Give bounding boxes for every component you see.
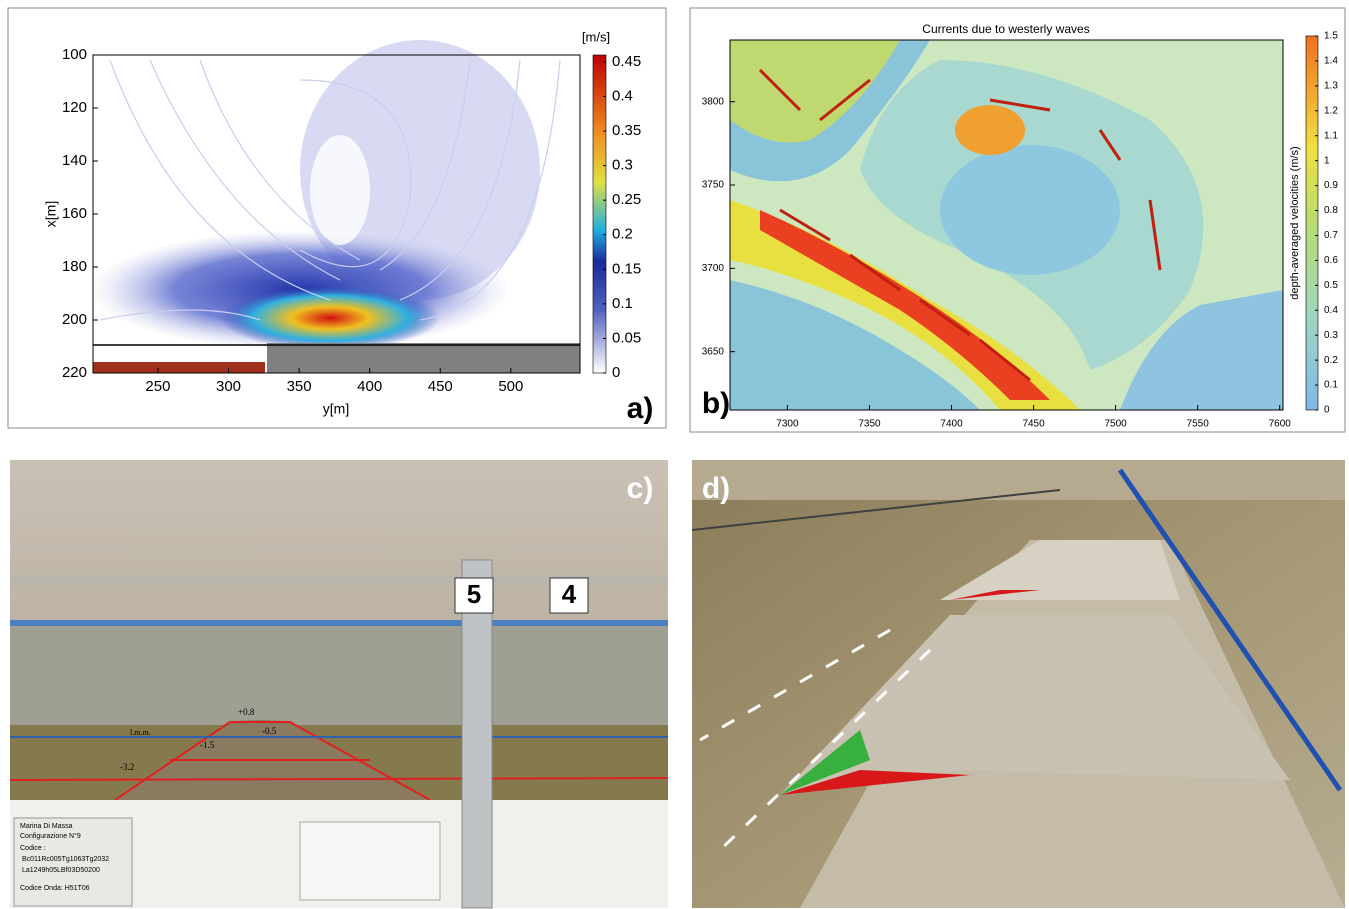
x-axis-label: y[m]	[323, 401, 349, 417]
colorbar-tick-label: 0	[1324, 405, 1330, 416]
card-line: Marina Di Massa	[20, 823, 73, 830]
chart-title: Currents due to westerly waves	[922, 22, 1089, 36]
colorbar-tick-label: 0.3	[1324, 330, 1338, 341]
level-label: +0.8	[238, 707, 255, 717]
x-tick-label: 7300	[776, 419, 799, 430]
level-label: -3.2	[120, 762, 134, 772]
card-line: Configurazione N°9	[20, 832, 81, 840]
x-tick-label: 7400	[940, 419, 963, 430]
colorbar-tick-label: 1.3	[1324, 81, 1338, 92]
colorbar	[592, 54, 607, 374]
colorbar-tick-label: 1	[1324, 155, 1330, 166]
card-line: Bc011Rc005Tg1063Tg2032	[22, 856, 109, 863]
photo-flume	[9, 460, 669, 909]
heatmap	[90, 40, 580, 373]
colorbar-tick-label: 0.1	[1324, 380, 1338, 391]
sign: 5	[467, 579, 481, 609]
colorbar-tick-label: 0.9	[1324, 180, 1338, 191]
y-tick-label: 220	[62, 364, 87, 381]
colorbar-tick-label: 0.4	[1324, 305, 1338, 316]
y-tick-label: 200	[62, 311, 87, 328]
x-tick-label: 350	[287, 378, 312, 395]
x-tick-label: 7600	[1269, 419, 1292, 430]
colorbar-tick-label: 1.4	[1324, 56, 1338, 67]
y-tick-label: 3650	[702, 346, 725, 357]
sign: 4	[562, 579, 577, 609]
card-line: La1249h05LBf03D50200	[22, 867, 100, 874]
y-tick-label: 100	[62, 46, 87, 63]
colorbar-label: depth-averaged velocities (m/s)	[1289, 146, 1301, 299]
x-tick-label: 500	[498, 378, 523, 395]
y-tick-label: 3750	[702, 180, 725, 191]
colorbar-tick-label: 0.8	[1324, 205, 1338, 216]
colorbar-tick-label: 0.35	[612, 122, 641, 139]
x-tick-label: 250	[145, 378, 170, 395]
colorbar-tick-label: 0.4	[612, 87, 633, 104]
y-tick-label: 180	[62, 258, 87, 275]
colorbar-tick-label: 1.1	[1324, 130, 1338, 141]
colorbar-tick-label: 0.05	[612, 329, 641, 346]
current-map	[730, 40, 1283, 410]
card-line: Codice :	[20, 845, 46, 852]
colorbar-tick-label: 0.7	[1324, 230, 1338, 241]
colorbar-tick-label: 0.15	[612, 260, 641, 277]
y-tick-label: 120	[62, 99, 87, 116]
panel-label: b)	[702, 387, 730, 420]
panel-label: a)	[627, 392, 654, 425]
x-tick-label: 7450	[1022, 419, 1045, 430]
colorbar-tick-label: 0.3	[612, 157, 633, 174]
colorbar-tick-label: 0.25	[612, 191, 641, 208]
colorbar-label: [m/s]	[582, 29, 610, 44]
level-label: -0.5	[262, 726, 277, 736]
x-tick-label: 400	[357, 378, 382, 395]
y-axis-label: x[m]	[43, 201, 59, 227]
panel-label: c)	[627, 472, 654, 505]
y-tick-label: 140	[62, 152, 87, 169]
x-tick-label: 7550	[1187, 419, 1210, 430]
colorbar-tick-label: 0.6	[1324, 255, 1338, 266]
colorbar	[1305, 35, 1319, 411]
level-label: -1.5	[200, 740, 215, 750]
x-tick-label: 450	[428, 378, 453, 395]
x-tick-label: 300	[216, 378, 241, 395]
colorbar-tick-label: 0.45	[612, 53, 641, 70]
y-tick-label: 3800	[702, 96, 725, 107]
card-line: Codice Onda: H51T06	[20, 885, 90, 892]
x-tick-label: 7500	[1104, 419, 1127, 430]
colorbar-tick-label: 0.2	[1324, 355, 1338, 366]
x-tick-label: 7350	[858, 419, 881, 430]
colorbar-tick-label: 0	[612, 364, 620, 381]
colorbar-tick-label: 0.5	[1324, 280, 1338, 291]
colorbar-tick-label: 1.5	[1324, 31, 1338, 42]
colorbar-tick-label: 1.2	[1324, 105, 1338, 116]
colorbar-tick-label: 0.1	[612, 295, 633, 312]
plot-frame	[729, 39, 1284, 411]
level-label: l.m.m.	[130, 728, 151, 737]
y-tick-label: 160	[62, 205, 87, 222]
colorbar-tick-label: 0.2	[612, 226, 633, 243]
photo-basin	[691, 460, 1345, 908]
panel-label: d)	[702, 472, 730, 505]
y-tick-label: 3700	[702, 263, 725, 274]
